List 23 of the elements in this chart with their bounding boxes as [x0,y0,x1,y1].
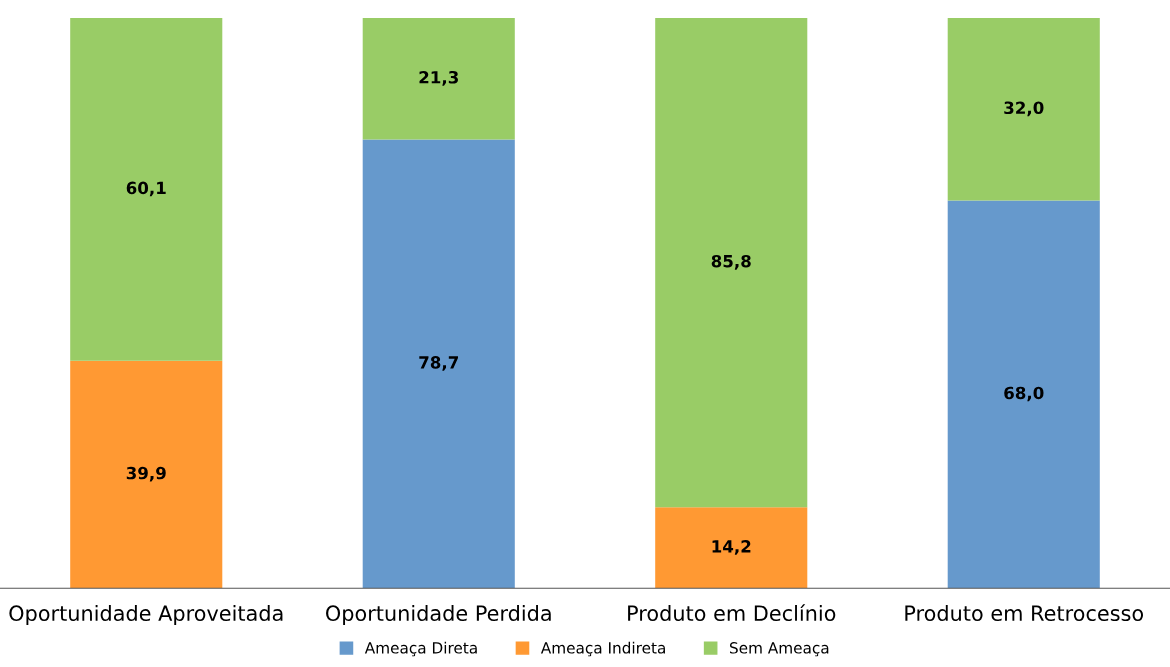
data-label: 68,0 [1004,386,1044,402]
data-label: 85,8 [711,254,751,270]
data-label: 32,0 [1004,101,1044,117]
data-label: 60,1 [126,181,166,197]
bar [362,139,515,589]
bar [655,507,808,589]
bar [362,18,515,140]
legend-label: Ameaça Indireta [540,641,665,657]
bar [947,200,1100,589]
x-tick-label: Produto em Declínio [628,604,836,622]
data-label: 21,3 [419,70,458,86]
x-tick-label: Oportunidade Aproveitada [9,604,283,626]
bar [70,360,223,589]
bar [70,18,223,361]
data-label: 78,7 [419,356,458,371]
x-tick-label: Oportunidade Perdida [326,604,551,626]
legend-label: Sem Ameaça [729,642,829,657]
data-label: 39,9 [126,466,166,482]
data-label: 14,2 [712,540,751,555]
x-tick-label: Produto em Retrocesso [905,604,1144,622]
bar [655,18,808,508]
legend-label: Ameaça Direta [364,641,477,657]
bar [947,18,1100,201]
